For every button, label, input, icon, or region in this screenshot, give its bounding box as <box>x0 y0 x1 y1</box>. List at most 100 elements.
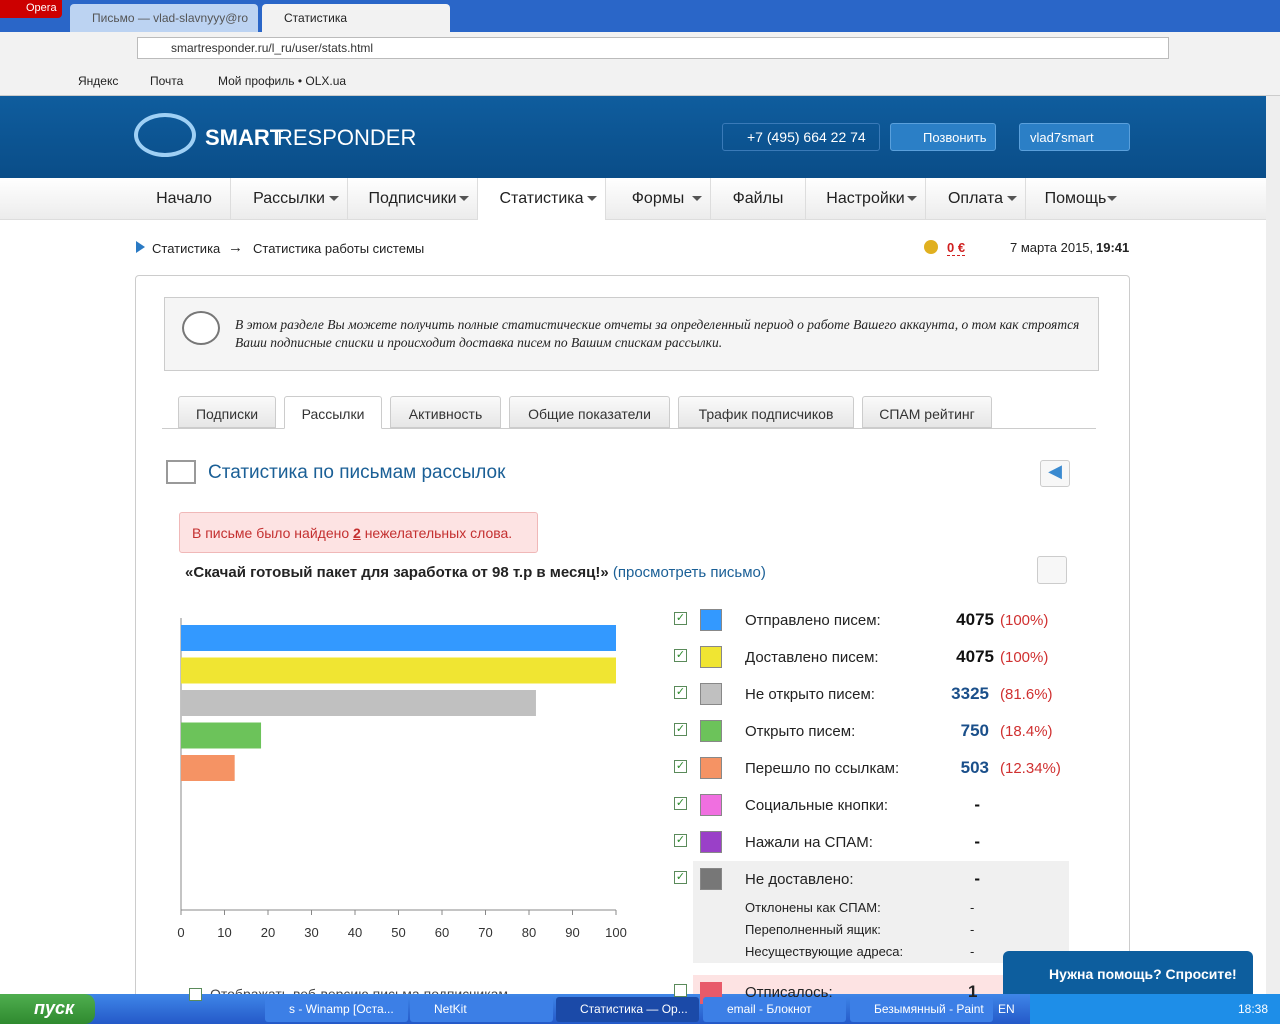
nav-item[interactable]: Файлы <box>710 178 805 220</box>
tab[interactable]: Трафик подписчиков <box>678 396 854 428</box>
x-tick-label: 80 <box>522 925 536 940</box>
breadcrumb-sep: → <box>228 239 243 256</box>
sub-label: Несуществующие адреса: <box>745 944 904 959</box>
tab[interactable]: Рассылки <box>284 396 382 429</box>
info-text: В этом разделе Вы можете получить полные… <box>235 317 1080 350</box>
x-tick-label: 0 <box>177 925 184 940</box>
sub-count: - <box>970 900 975 915</box>
x-tick-label: 70 <box>478 925 492 940</box>
breadcrumb: Статистика работы системы <box>253 241 425 256</box>
balance: 0 € <box>947 240 966 256</box>
help-button[interactable]: Нужна помощь? Спросите! <box>1003 951 1253 997</box>
checkbox[interactable]: ✓ <box>674 834 687 847</box>
legend-swatch <box>700 757 722 779</box>
x-tick-label: 30 <box>304 925 318 940</box>
legend-label: Перешло по ссылкам: <box>745 760 900 777</box>
share-button[interactable] <box>1037 556 1067 584</box>
tab[interactable]: СПАМ рейтинг <box>862 396 992 428</box>
checkbox[interactable]: ✓ <box>674 871 687 884</box>
checkbox[interactable]: ✓ <box>674 612 687 625</box>
x-tick-label: 10 <box>217 925 231 940</box>
nav-item[interactable]: Формы <box>605 178 710 220</box>
x-tick-label: 100 <box>605 925 627 940</box>
legend-swatch <box>700 720 722 742</box>
legend-percent: (12.34%) <box>1000 760 1061 777</box>
task-button[interactable]: Безымянный - Paint <box>850 997 993 1022</box>
legend-count: 750 <box>960 721 989 740</box>
legend-swatch <box>700 794 722 816</box>
bookmark[interactable]: Мой профиль • OLX.ua <box>218 74 347 88</box>
legend-swatch <box>700 609 722 631</box>
checkbox[interactable]: ✓ <box>674 760 687 773</box>
legend-percent: (100%) <box>1000 649 1049 666</box>
legend-percent: (18.4%) <box>1000 723 1053 740</box>
legend-count: 1 <box>968 982 978 1001</box>
info-icon <box>182 311 220 345</box>
checkbox[interactable]: ✓ <box>674 686 687 699</box>
bar <box>181 625 616 651</box>
legend-swatch <box>700 683 722 705</box>
checkbox[interactable]: ✓ <box>674 797 687 810</box>
dropdown-arrow <box>459 196 469 206</box>
nav-item[interactable]: Начало <box>156 190 212 207</box>
back-button[interactable]: ◀ <box>1040 460 1070 487</box>
bar <box>181 657 616 684</box>
legend-count: 4075 <box>956 647 994 666</box>
nav-item[interactable]: Статистика <box>477 178 605 220</box>
info-box <box>164 297 1099 371</box>
nav-item[interactable]: Оплата <box>925 178 1025 220</box>
legend-label: Нажали на СПАМ: <box>745 834 873 851</box>
bookmark[interactable]: Яндекс <box>78 74 119 88</box>
x-tick-label: 20 <box>261 925 275 940</box>
bar <box>181 722 262 749</box>
tabs-line <box>162 428 1096 429</box>
legend-label: Открыто писем: <box>745 723 856 740</box>
start-button[interactable]: пуск <box>0 994 95 1024</box>
alert-before: В письме было найдено <box>192 525 350 541</box>
legend-label: Отправлено писем: <box>745 612 881 629</box>
paren: ( <box>612 564 618 581</box>
scrollbar <box>1266 96 1280 994</box>
legend-label: Доставлено писем: <box>745 649 879 666</box>
dropdown-arrow <box>907 196 917 206</box>
checkbox[interactable]: ✓ <box>674 649 687 662</box>
lang: EN <box>998 1002 1015 1016</box>
nav-item[interactable]: Настройки <box>805 178 925 220</box>
tab[interactable]: Активность <box>390 396 501 428</box>
browser-tab[interactable]: Письмо — vlad-slavnyyy@ro <box>70 4 258 32</box>
task-button[interactable]: NetKit <box>410 997 553 1022</box>
call-button[interactable]: Позвонить <box>890 123 996 151</box>
task-button[interactable]: Статистика — Op... <box>556 997 699 1022</box>
app-button[interactable]: Opera <box>0 0 62 18</box>
tray <box>1030 994 1280 1024</box>
nav-item[interactable]: Помощь <box>1025 178 1125 220</box>
legend-count: 503 <box>960 758 989 777</box>
bookmark[interactable]: Почта <box>150 74 184 88</box>
nav-item[interactable]: Подписчики <box>347 178 477 220</box>
task-button[interactable]: s - Winamp [Оста... <box>265 997 408 1022</box>
task-button[interactable]: email - Блокнот <box>703 997 846 1022</box>
alert-after: нежелательных слова. <box>364 525 513 541</box>
alert-count: 2 <box>353 525 361 541</box>
nav-item[interactable]: Рассылки <box>230 178 347 220</box>
legend-label: Отписалось: <box>745 984 833 1001</box>
breadcrumb-marker <box>136 241 145 253</box>
breadcrumb[interactable]: Статистика <box>152 241 221 256</box>
legend-swatch <box>700 646 722 668</box>
checkbox[interactable] <box>189 988 202 1001</box>
dropdown-arrow <box>1007 196 1017 206</box>
checkbox[interactable] <box>674 984 687 997</box>
legend-swatch <box>700 831 722 853</box>
letter-link[interactable]: просмотреть письмо <box>617 564 761 581</box>
user-button[interactable]: vlad7smart <box>1019 123 1130 151</box>
letter-title: «Скачай готовый пакет для заработка от 9… <box>185 564 609 581</box>
tab[interactable]: Общие показатели <box>509 396 670 428</box>
legend-label: Не открыто писем: <box>745 686 875 703</box>
browser-tab[interactable]: Статистика <box>262 4 450 32</box>
sub-label: Переполненный ящик: <box>745 922 881 937</box>
address-bar[interactable]: smartresponder.ru/l_ru/user/stats.html <box>137 37 1169 59</box>
bar <box>181 690 536 716</box>
checkbox[interactable]: ✓ <box>674 723 687 736</box>
tab[interactable]: Подписки <box>178 396 276 428</box>
